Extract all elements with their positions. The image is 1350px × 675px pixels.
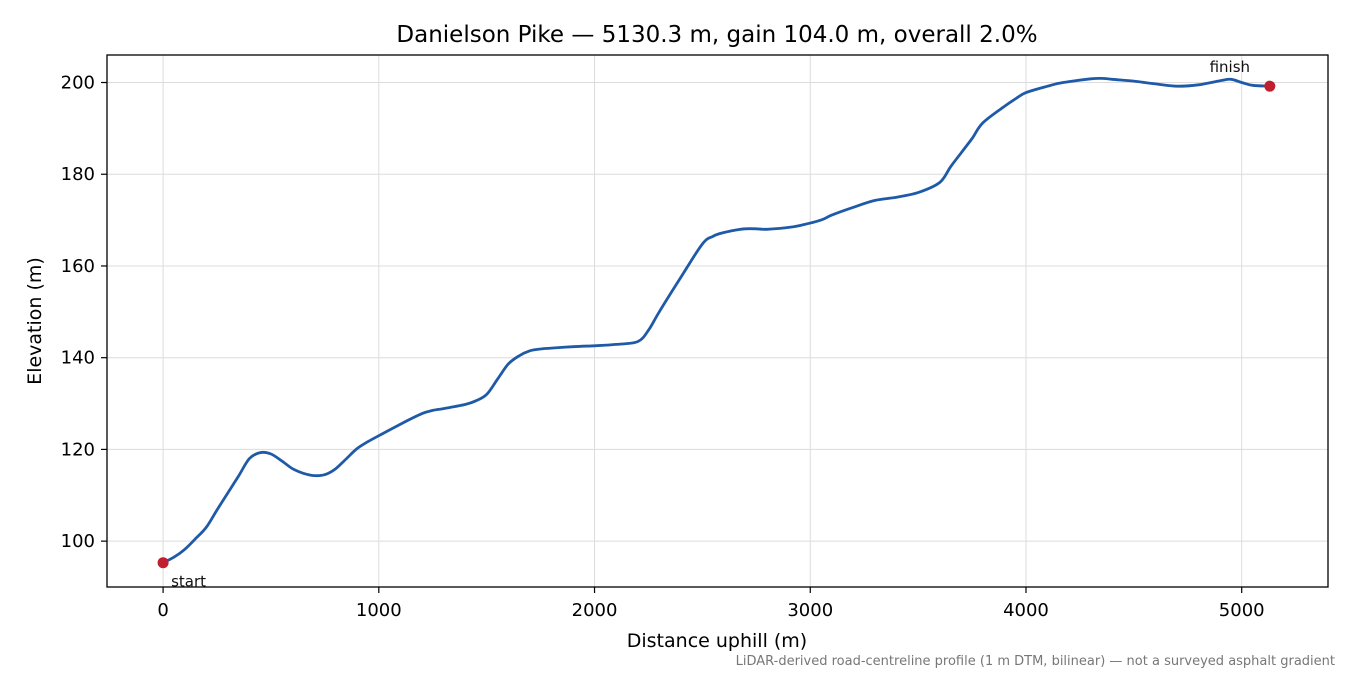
y-axis-label: Elevation (m): [24, 257, 46, 385]
footnote: LiDAR-derived road-centreline profile (1…: [736, 654, 1335, 669]
y-tick-label: 140: [61, 348, 95, 369]
y-tick-label: 200: [61, 73, 95, 94]
x-tick-label: 1000: [356, 600, 402, 621]
y-axis-ticks: 100 120 140 160 180 200: [61, 73, 107, 552]
x-tick-label: 4000: [1003, 600, 1049, 621]
start-marker: [157, 557, 169, 569]
x-tick-label: 3000: [787, 600, 833, 621]
y-tick-label: 180: [61, 164, 95, 185]
x-axis-ticks: 0 1000 2000 3000 4000 5000: [157, 587, 1265, 621]
grid: [107, 55, 1328, 587]
finish-annotation: finish: [1210, 58, 1250, 76]
y-tick-label: 160: [61, 256, 95, 277]
x-tick-label: 2000: [572, 600, 618, 621]
chart-title: Danielson Pike — 5130.3 m, gain 104.0 m,…: [396, 22, 1037, 48]
x-tick-label: 0: [157, 600, 168, 621]
start-annotation: start: [171, 573, 206, 591]
finish-marker: [1264, 80, 1276, 92]
plot-area: [106, 54, 1329, 588]
y-tick-label: 120: [61, 439, 95, 460]
elevation-line: [161, 76, 1272, 565]
x-tick-label: 5000: [1219, 600, 1265, 621]
x-axis-label: Distance uphill (m): [627, 630, 807, 652]
y-tick-label: 100: [61, 531, 95, 552]
